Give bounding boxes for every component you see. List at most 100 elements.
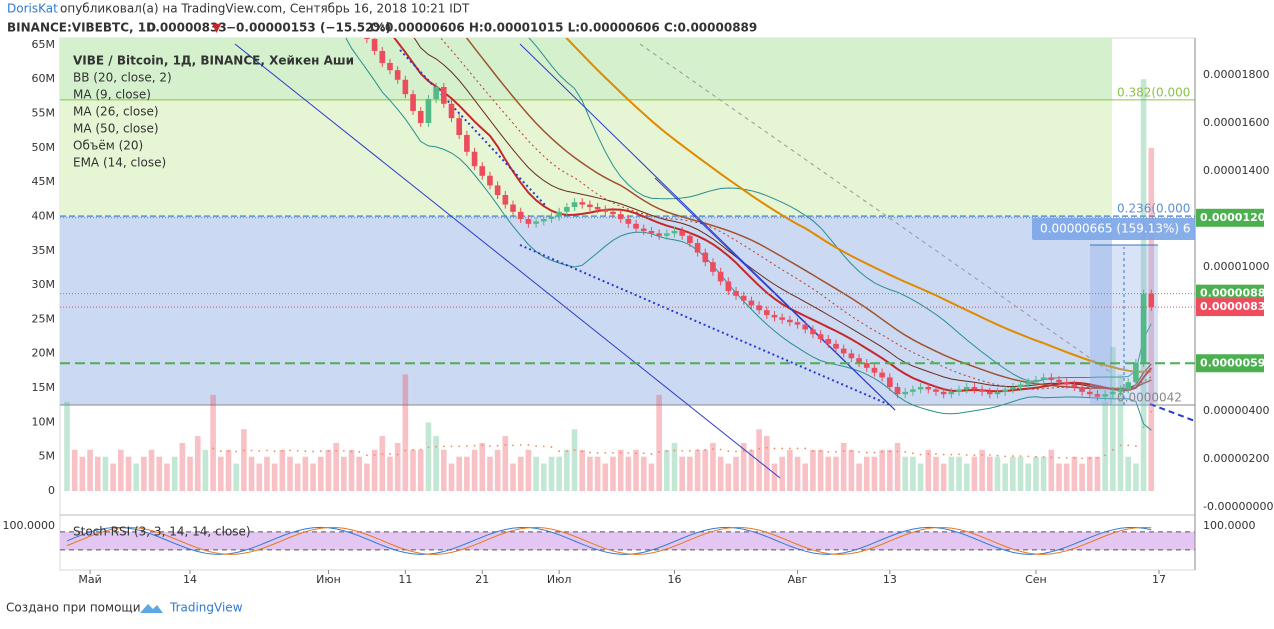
author[interactable]: DorisKat	[7, 2, 58, 16]
volume-bar	[179, 442, 186, 492]
candle-body	[579, 202, 586, 205]
volume-bar	[794, 456, 801, 492]
volume-ma	[1150, 410, 1153, 413]
candle-body	[556, 211, 562, 217]
candle-body	[871, 367, 878, 373]
volume-ma	[273, 450, 276, 453]
symbol: BINANCE:VIBEBTC, 1D	[7, 21, 156, 35]
candle-body	[510, 204, 516, 212]
candle-body	[479, 166, 486, 176]
volume-bar	[617, 449, 624, 492]
published: опубликовал(а) на TradingView.com, Сентя…	[60, 2, 470, 16]
volume-bar	[148, 449, 155, 492]
candle-body	[594, 206, 601, 210]
footer-brand[interactable]: TradingView	[169, 601, 243, 615]
volume-ma	[496, 444, 499, 447]
volume-bar	[333, 442, 339, 492]
candle-body	[694, 242, 701, 253]
volume-bar	[633, 449, 639, 492]
candle-body	[494, 185, 501, 195]
volume-bar	[810, 449, 816, 492]
volume-ma	[781, 447, 784, 450]
legend-entry: Объём (20)	[73, 139, 143, 153]
volume-bar	[902, 456, 909, 492]
volume-bar	[64, 401, 70, 492]
volume-ma	[358, 450, 361, 453]
volume-bar	[1133, 463, 1139, 492]
bb-upper	[528, 38, 1152, 383]
volume-bar	[410, 449, 416, 492]
candle-body	[717, 271, 724, 282]
volume-bar	[317, 456, 324, 492]
fib-zone	[60, 99, 1112, 217]
candle-body	[994, 391, 1001, 395]
legend-entry: EMA (14, close)	[73, 156, 166, 170]
ma-26	[465, 38, 1152, 390]
volume-ma	[742, 449, 745, 452]
volume-bar	[1040, 456, 1047, 492]
volume-bar	[417, 449, 424, 492]
volume-bar	[202, 449, 209, 492]
candle-body	[1094, 394, 1101, 397]
candle-body	[956, 389, 962, 392]
volume-bar	[487, 456, 493, 492]
volume-ma	[512, 444, 514, 447]
volume-bar	[825, 456, 832, 492]
candle-body	[587, 204, 593, 207]
volume-bar	[71, 449, 78, 492]
volume-ma	[696, 449, 699, 452]
x-tick-label: Май	[78, 573, 101, 586]
candle-body	[1025, 382, 1032, 385]
stoch-tick-label: 100.0000	[3, 519, 56, 532]
volume-bar	[1079, 463, 1085, 492]
volume-bar	[702, 449, 709, 492]
volume-ma	[935, 453, 937, 455]
volume-tick-label: 50M	[32, 141, 56, 154]
legend-entry: BB (20, close, 2)	[73, 71, 172, 85]
candle-body	[740, 295, 747, 301]
volume-ma	[350, 450, 353, 453]
trendlines	[234, 43, 1195, 479]
volume-ma	[850, 450, 853, 453]
candle-body	[917, 387, 924, 390]
volume-ma	[212, 447, 215, 450]
bb-lower	[345, 38, 1152, 431]
volume-bar	[133, 463, 140, 492]
candle-body	[1117, 389, 1124, 392]
volume-ma	[681, 449, 684, 452]
volume-ma	[335, 449, 338, 452]
volume-ma	[950, 453, 953, 456]
volume-bar	[425, 422, 432, 492]
volume-tick-label: 45M	[32, 175, 56, 188]
volume-bar	[817, 449, 824, 492]
volume-bar	[648, 463, 655, 492]
volume-bar	[364, 463, 370, 492]
volume-ma	[1111, 448, 1114, 451]
candle-body	[771, 315, 778, 318]
volume-tick-label: 55M	[32, 107, 56, 120]
volume-bar	[287, 456, 293, 492]
volume-ma	[327, 449, 330, 452]
volume-bar	[118, 449, 124, 492]
volume-ma	[819, 450, 822, 453]
volume-ma	[758, 447, 760, 450]
volume-bar	[979, 449, 985, 492]
volume-bar	[387, 456, 393, 492]
x-tick-label: 14	[183, 573, 197, 586]
volume-ma	[958, 453, 960, 456]
volume-bar	[1086, 456, 1093, 492]
volume-bar	[1110, 346, 1116, 492]
volume-bar	[441, 449, 447, 492]
volume-bar	[1002, 463, 1008, 492]
volume-ma	[1004, 455, 1007, 458]
volume-ma	[366, 454, 368, 457]
volume-bar	[1094, 456, 1101, 492]
volume-ma	[489, 445, 491, 447]
volume-ma	[550, 446, 553, 448]
volume-ma	[604, 452, 607, 454]
volume-bar	[325, 449, 332, 492]
volume-bar	[679, 456, 685, 492]
volume-bar	[479, 442, 486, 492]
volume-bar	[110, 463, 116, 492]
